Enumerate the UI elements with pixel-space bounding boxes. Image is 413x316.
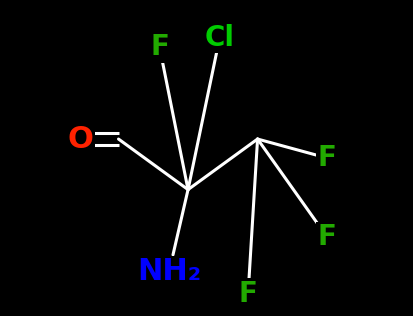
Text: O: O xyxy=(67,125,93,154)
Text: NH₂: NH₂ xyxy=(137,257,201,286)
Text: F: F xyxy=(317,144,336,172)
Text: F: F xyxy=(238,280,257,308)
Text: F: F xyxy=(150,33,169,61)
Text: F: F xyxy=(317,223,336,251)
Text: Cl: Cl xyxy=(204,24,234,52)
